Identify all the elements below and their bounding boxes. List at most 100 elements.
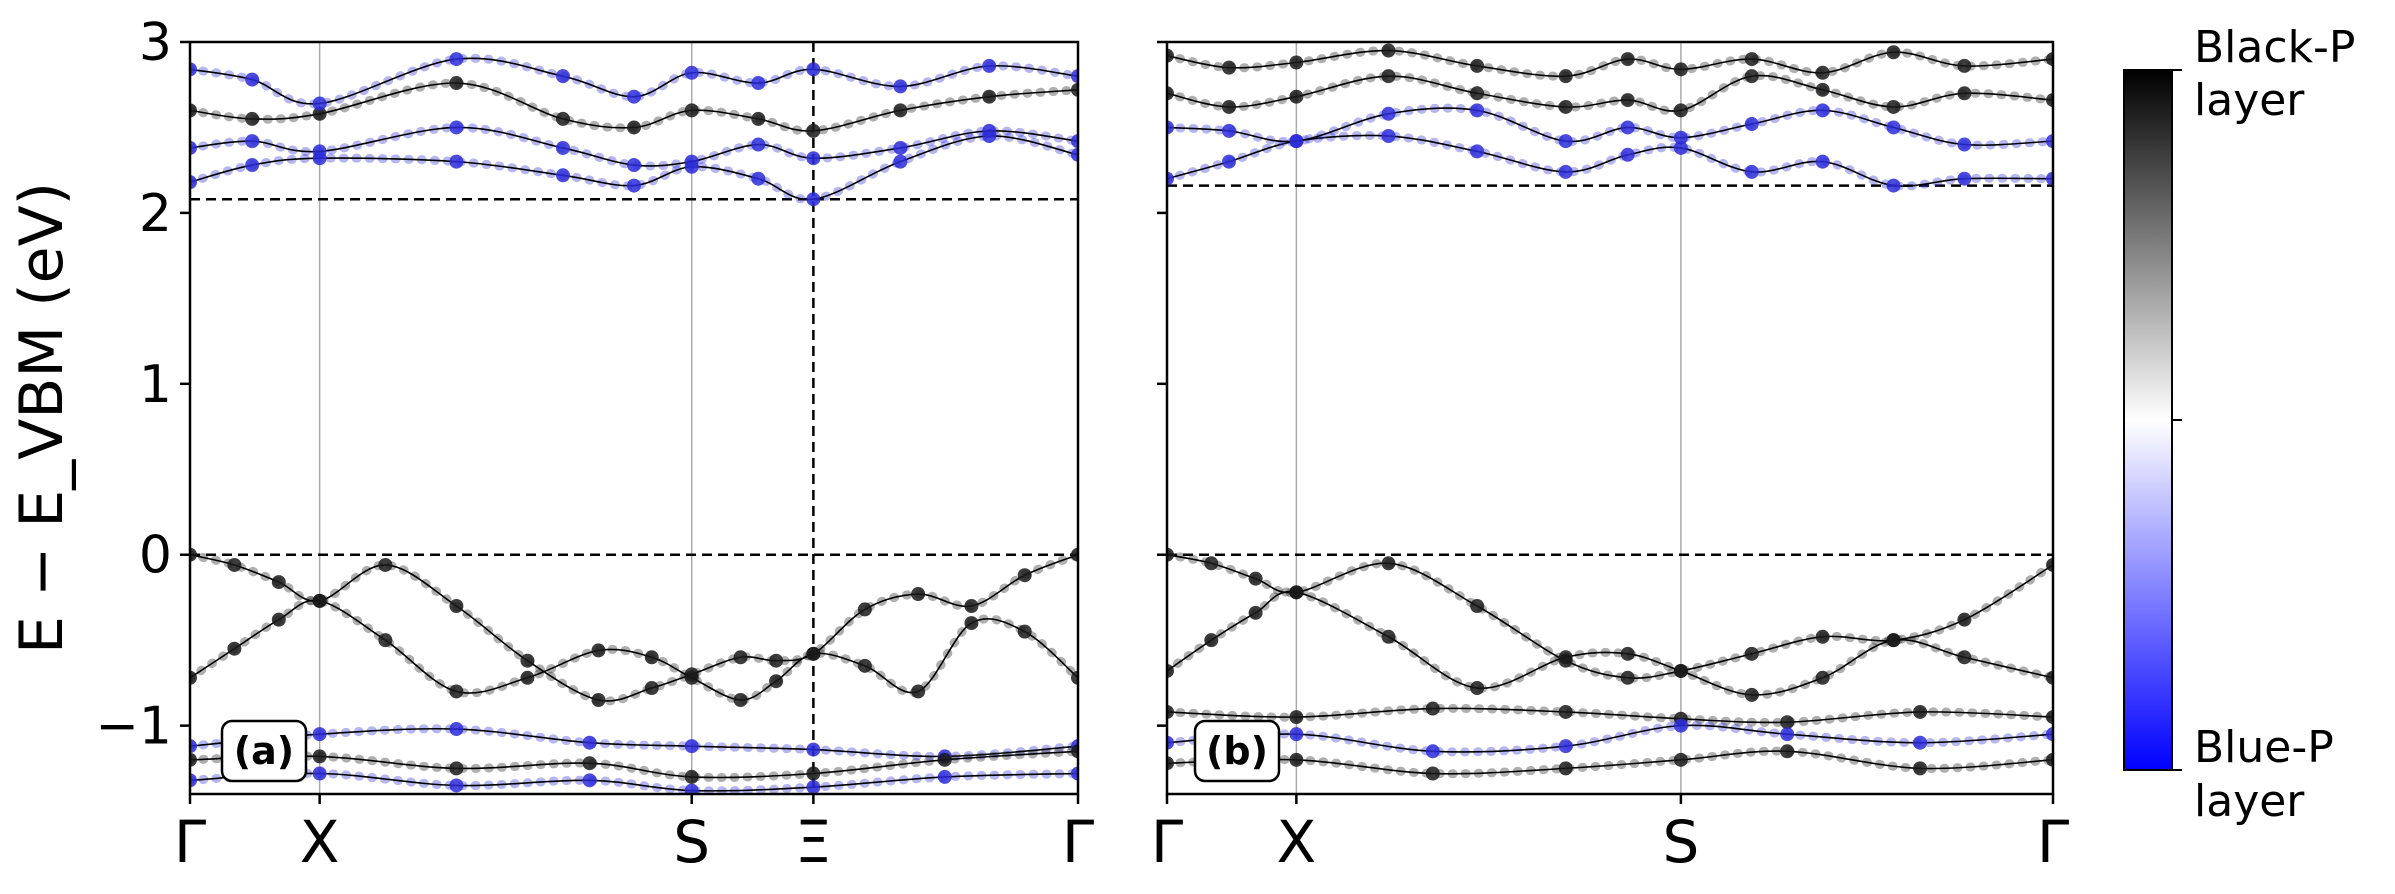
band-point [806,742,821,757]
band-point [684,739,699,754]
band-point [1780,744,1795,759]
panel-a: −1 0 1 2 3 Γ X S Ξ Γ (a) [95,13,1094,876]
band-point [449,684,464,699]
band-point [582,773,597,788]
band-point [684,783,699,794]
band-point [312,749,327,764]
band-line-4 [190,772,1078,792]
band-point [1167,86,1174,101]
band-point [1289,89,1304,104]
band-point [1470,599,1485,613]
band-point [1744,52,1759,67]
band-point [751,171,766,186]
band-point [982,123,997,138]
band-markers-1 [190,595,1078,705]
k-point-label: S [1662,808,1699,876]
panel-b-plot-area [1167,42,2053,794]
band-point [449,722,464,737]
band-point [769,653,784,668]
band-markers-0 [1167,550,2053,683]
band-point [911,587,926,602]
band-point [627,89,641,104]
band-point [271,575,286,590]
band-point [1470,681,1485,696]
band-point [245,72,260,87]
panel-a-axes: −1 0 1 2 3 Γ X S Ξ Γ [95,13,1094,876]
band-point [627,178,641,193]
band-point [857,658,872,673]
band-point [806,192,821,207]
band-point [1957,86,1972,101]
band-point [1071,766,1078,781]
band-point [684,103,699,118]
band-point [1381,69,1396,84]
band-point [893,140,908,155]
y-tick-label: 1 [139,355,172,415]
band-point [2046,670,2053,685]
band-point [1167,663,1174,678]
band-point [733,693,748,707]
band-point [644,650,659,665]
band-point [937,752,952,767]
band-point [1886,120,1901,135]
band-line-4 [1167,750,2053,775]
band-point [1470,144,1485,159]
band-point [1780,715,1795,730]
band-point [1071,147,1078,162]
band-point [1558,704,1573,719]
band-point [190,103,197,118]
colorbar: Black-P layer Blue-P layer [2123,22,2355,827]
band-point [1204,556,1219,571]
band-point [1289,710,1304,725]
band-point [644,681,659,696]
band-point [227,641,242,656]
band-point [806,151,821,166]
axes-frame [188,40,1080,796]
band-point [1886,633,1901,648]
band-point [751,76,766,91]
band-point [1425,701,1440,716]
band-point [1673,130,1688,145]
y-tick-label: 2 [139,184,172,244]
band-point [1425,744,1440,759]
band-point [1167,547,1174,562]
band-point [245,158,260,173]
band-point [312,96,327,111]
band-line-3 [1167,724,2053,753]
band-point [937,769,952,784]
band-point [1470,86,1485,101]
k-point-label: Γ [2037,808,2069,876]
panel-a-tag: (a) [220,719,308,783]
band-point [684,154,699,169]
band-point [555,111,570,126]
band-point [1470,103,1485,118]
band-point [2046,752,2053,767]
band-point [1425,766,1440,781]
band-point [1558,761,1573,776]
band-point [1957,137,1972,152]
band-point [2046,134,2053,149]
band-point [449,778,464,793]
colorbar-top-label-2: layer [2194,75,2305,126]
band-point [1673,663,1688,678]
band-point [893,103,908,118]
band-point [555,168,570,183]
band-point [1886,99,1901,114]
band-point [1289,55,1304,70]
band-point [1289,727,1304,742]
band-point [449,154,464,169]
band-point [1620,646,1635,661]
band-point [378,557,393,572]
band-point [312,144,327,159]
band-point [1558,134,1573,149]
band-point [1673,718,1688,733]
band-point [449,52,464,67]
band-point [190,175,197,190]
band-point [1289,585,1304,600]
panel-b-tag: (b) [1193,719,1281,783]
band-point [1673,140,1688,155]
band-point [1744,69,1759,84]
band-point [2046,710,2053,725]
band-point [627,158,641,173]
